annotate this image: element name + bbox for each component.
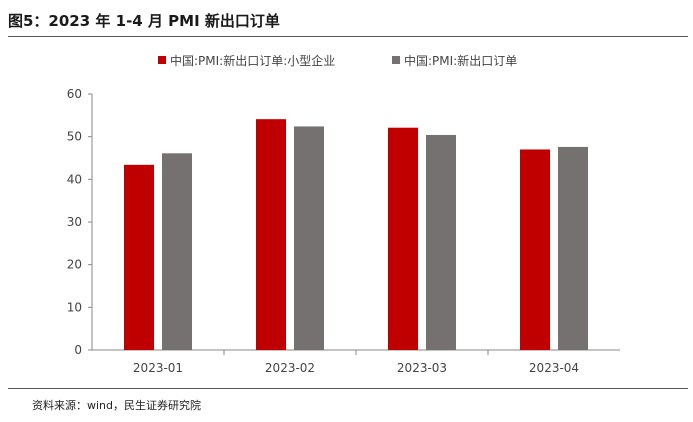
bar-series-2 [426,134,456,350]
x-tick-label: 2023-03 [397,361,447,375]
x-tick-label: 2023-02 [265,361,315,375]
y-tick-label: 10 [67,300,82,314]
bar-series-1 [520,149,550,350]
source-note: 资料来源：wind，民生证券研究院 [32,399,202,412]
y-tick-label: 30 [67,215,82,229]
y-tick-label: 40 [67,172,82,186]
title-divider [8,36,688,37]
bar-series-1 [256,119,286,350]
bar-series-2 [162,153,192,350]
bar-series-2 [558,146,588,350]
legend-swatch-1 [158,56,166,64]
footer-divider [8,388,688,389]
x-tick-label: 2023-01 [133,361,183,375]
legend-label-2: 中国:PMI:新出口订单 [404,53,517,68]
x-tick-label: 2023-04 [529,361,579,375]
chart-title: 图5：2023 年 1-4 月 PMI 新出口订单 [8,12,280,30]
y-axis: 0 10 20 30 40 50 60 [67,87,93,357]
y-tick-label: 50 [67,130,82,144]
legend-label-1: 中国:PMI:新出口订单:小型企业 [170,53,335,68]
bar-series-1 [388,127,418,350]
x-axis: 2023-01 2023-02 2023-03 2023-04 [92,349,620,375]
legend-swatch-2 [392,56,400,64]
bar-series-2 [294,126,324,350]
y-tick-label: 0 [74,343,82,357]
legend: 中国:PMI:新出口订单:小型企业 中国:PMI:新出口订单 [158,53,517,68]
bars [124,119,588,350]
bar-series-1 [124,164,154,350]
bar-chart: 中国:PMI:新出口订单:小型企业 中国:PMI:新出口订单 0 10 20 30 40 5… [67,53,620,375]
y-tick-label: 20 [67,258,82,272]
y-tick-label: 60 [67,87,82,101]
